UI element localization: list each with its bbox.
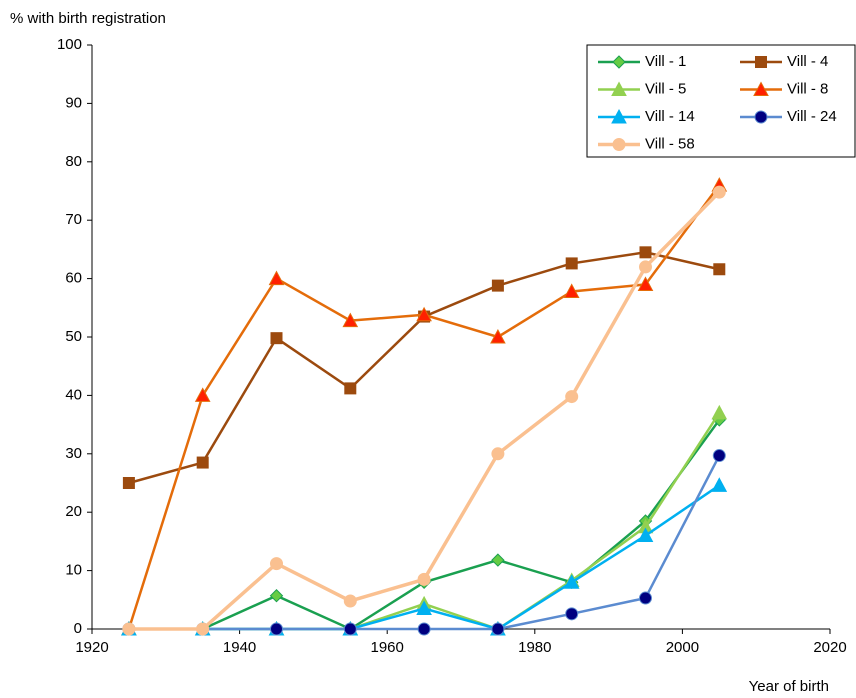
x-axis-label: Year of birth xyxy=(749,678,829,695)
y-tick-label: 20 xyxy=(65,503,82,520)
y-tick-label: 50 xyxy=(65,328,82,345)
y-tick-label: 90 xyxy=(65,94,82,111)
data-point xyxy=(344,382,357,395)
data-point xyxy=(343,622,357,636)
data-point xyxy=(639,246,652,259)
data-point xyxy=(343,594,357,608)
x-tick-label: 1940 xyxy=(223,639,256,656)
series-line xyxy=(128,190,721,631)
data-point xyxy=(711,477,728,492)
y-tick-label: 40 xyxy=(65,386,82,403)
legend-label: Vill - 14 xyxy=(645,108,695,125)
data-point xyxy=(713,263,726,276)
legend-marker xyxy=(611,81,627,96)
y-axis-label: % with birth registration xyxy=(10,10,166,27)
data-point xyxy=(563,574,580,589)
data-point xyxy=(342,312,359,328)
data-point xyxy=(639,591,652,605)
data-point xyxy=(490,328,506,344)
y-tick-label: 10 xyxy=(65,562,82,579)
data-point xyxy=(270,557,283,571)
legend-label: Vill - 24 xyxy=(787,108,837,125)
y-tick-label: 70 xyxy=(65,211,82,228)
y-tick-label: 80 xyxy=(65,153,82,170)
data-point xyxy=(416,306,432,322)
data-point xyxy=(563,283,580,298)
legend-marker xyxy=(612,55,626,69)
legend-label: Vill - 58 xyxy=(645,135,695,152)
data-point xyxy=(491,279,504,292)
legend-marker xyxy=(612,138,626,151)
data-point xyxy=(196,456,209,469)
data-point xyxy=(491,447,505,461)
data-point xyxy=(565,390,579,404)
legend-marker xyxy=(753,81,769,96)
x-tick-label: 1920 xyxy=(75,639,108,656)
x-tick-label: 1960 xyxy=(371,639,404,656)
legend-box xyxy=(586,44,856,158)
legend-label: Vill - 4 xyxy=(787,53,828,70)
legend-label: Vill - 5 xyxy=(645,80,686,97)
data-point xyxy=(491,622,505,636)
legend-marker xyxy=(755,56,767,68)
data-point xyxy=(270,622,283,636)
legend-label: Vill - 1 xyxy=(645,53,686,70)
legend-label: Vill - 8 xyxy=(787,80,828,97)
data-point xyxy=(269,589,284,603)
data-point xyxy=(196,622,210,636)
legend-marker xyxy=(754,110,768,124)
data-point xyxy=(194,387,211,402)
y-tick-label: 100 xyxy=(57,36,82,53)
data-point xyxy=(711,404,728,420)
y-tick-label: 0 xyxy=(74,620,82,637)
data-point xyxy=(637,527,654,543)
data-point xyxy=(416,600,432,616)
data-point xyxy=(712,185,726,199)
series-line xyxy=(127,184,721,630)
data-point xyxy=(122,622,136,636)
x-tick-label: 2020 xyxy=(813,639,846,656)
x-tick-label: 2000 xyxy=(666,639,699,656)
data-point xyxy=(491,553,505,567)
y-tick-label: 60 xyxy=(65,270,82,287)
data-point xyxy=(270,332,283,345)
data-point xyxy=(639,260,652,274)
legend-marker xyxy=(611,108,627,124)
data-point xyxy=(417,572,431,586)
data-point xyxy=(712,449,726,463)
data-point xyxy=(122,477,135,489)
data-point xyxy=(268,270,285,286)
data-point xyxy=(565,257,578,270)
data-point xyxy=(637,276,654,291)
data-point xyxy=(417,622,431,636)
y-tick-label: 30 xyxy=(65,445,82,462)
x-tick-label: 1980 xyxy=(518,639,551,656)
data-point xyxy=(565,607,579,621)
